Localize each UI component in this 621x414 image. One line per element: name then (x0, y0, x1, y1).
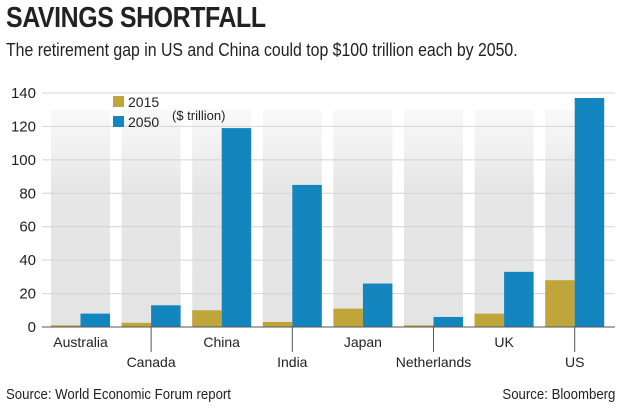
y-tick-label: 20 (19, 286, 36, 303)
x-tick-label: US (565, 354, 584, 370)
y-tick-label: 80 (19, 185, 36, 202)
category-band (51, 110, 110, 327)
bar-2015-canada (121, 322, 152, 327)
bar-2050-china (221, 128, 252, 327)
bar-2015-australia (51, 325, 81, 327)
legend-label: 2050 (128, 114, 159, 130)
category-band (404, 110, 463, 327)
bar-2015-china (192, 310, 222, 327)
source-left: Source: World Economic Forum report (6, 386, 231, 403)
legend-label: 2015 (128, 94, 159, 110)
bar-2015-uk (474, 313, 505, 327)
x-tick-label: Netherlands (396, 354, 472, 370)
chart-subtitle: The retirement gap in US and China could… (6, 40, 518, 60)
bar-2050-australia (80, 313, 110, 327)
bar-2015-us (545, 280, 575, 327)
bar-2050-us (574, 98, 605, 327)
y-tick-label: 60 (19, 219, 36, 236)
x-tick-label: Australia (53, 334, 108, 350)
bar-2015-netherlands (404, 325, 434, 327)
y-tick-label: 0 (28, 319, 36, 336)
chart-title: SAVINGS SHORTFALL (6, 2, 266, 34)
bar-2050-japan (362, 283, 393, 327)
x-tick-label: Canada (127, 354, 176, 370)
x-tick-label: UK (494, 334, 514, 350)
y-tick-label: 120 (11, 118, 36, 135)
x-tick-label: Japan (344, 334, 382, 350)
x-tick-label: India (277, 354, 308, 370)
category-band (121, 110, 181, 327)
y-tick-label: 140 (11, 85, 36, 102)
legend-swatch-2050 (113, 116, 124, 127)
y-tick-label: 40 (19, 252, 36, 269)
y-tick-label: 100 (11, 152, 36, 169)
source-right: Source: Bloomberg (502, 386, 615, 403)
x-tick-label: China (203, 334, 240, 350)
bar-2015-india (262, 321, 293, 327)
bar-2050-india (292, 184, 322, 327)
bar-2050-canada (151, 305, 181, 327)
bar-2015-japan (333, 308, 363, 327)
legend-swatch-2015 (113, 96, 124, 107)
bar-2050-netherlands (433, 316, 463, 327)
bar-2050-uk (504, 271, 534, 327)
unit-label: ($ trillion) (172, 108, 225, 123)
